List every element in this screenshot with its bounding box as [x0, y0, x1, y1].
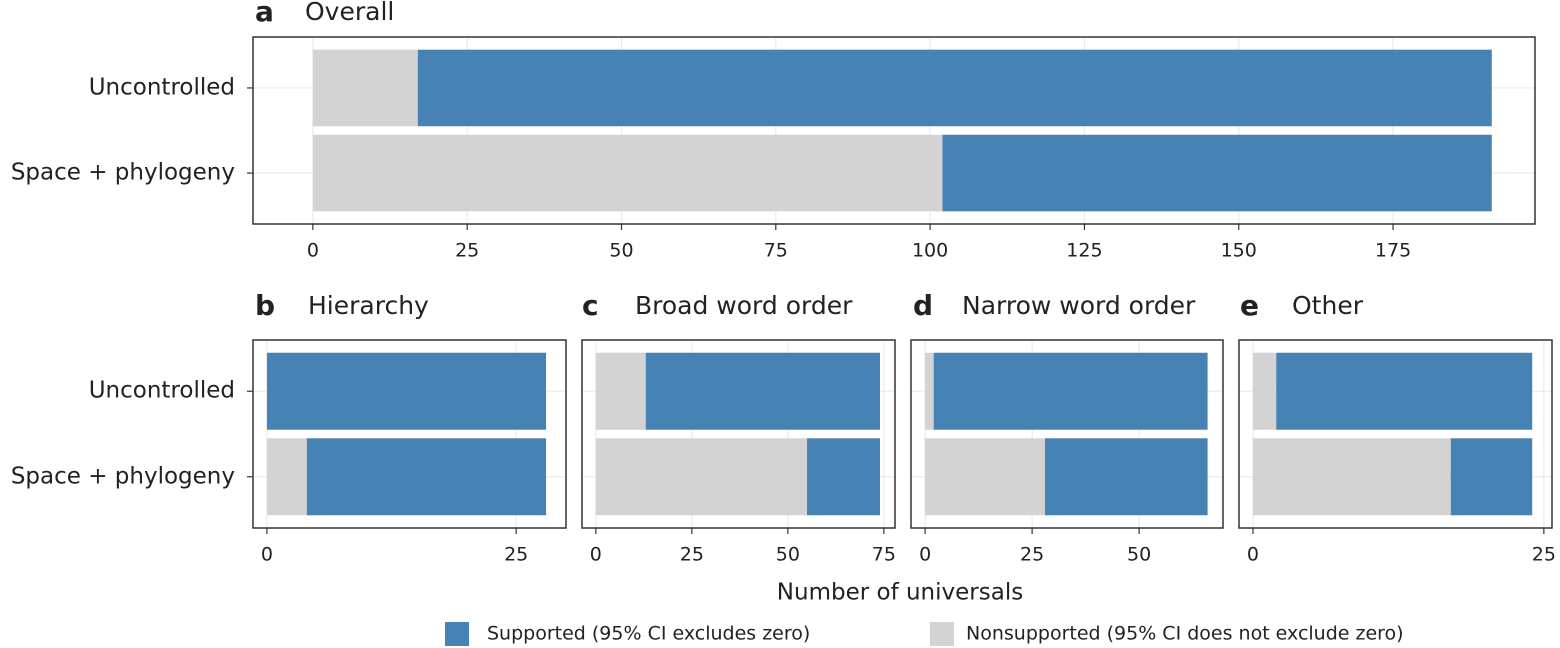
panel-title: Other [1292, 291, 1364, 320]
y-tick-label: Uncontrolled [89, 378, 235, 404]
panel-title: Narrow word order [962, 291, 1196, 320]
bar-segment [1276, 352, 1533, 430]
bar-segment [1252, 438, 1451, 516]
panel-border [581, 339, 896, 529]
panel-letter: e [1240, 289, 1259, 322]
bar-segment [925, 438, 1045, 516]
x-tick-label: 0 [307, 240, 319, 262]
panel-letter: c [582, 289, 599, 322]
x-tick-label: 25 [1020, 544, 1044, 566]
x-tick-label: 25 [680, 544, 704, 566]
bar-segment [595, 438, 808, 516]
x-tick-label: 50 [1127, 544, 1151, 566]
bar-segment [1450, 438, 1533, 516]
bar-segment [925, 352, 934, 430]
y-tick-label: Space + phylogeny [11, 463, 235, 489]
panel-title: Hierarchy [308, 291, 429, 320]
legend-label: Supported (95% CI excludes zero) [487, 623, 810, 645]
x-tick-label: 100 [912, 240, 948, 262]
legend-swatch [445, 622, 469, 646]
panel-border [1238, 339, 1553, 529]
panel-border [910, 339, 1224, 529]
bar-segment [266, 438, 307, 516]
panel-title: Overall [305, 0, 394, 26]
panel-letter: b [255, 289, 275, 322]
legend-swatch [930, 622, 954, 646]
x-tick-label: 50 [609, 240, 633, 262]
bar-segment [1252, 352, 1277, 430]
x-tick-label: 150 [1221, 240, 1257, 262]
x-tick-label: 0 [590, 544, 602, 566]
panel-letter: d [913, 289, 933, 322]
legend-label: Nonsupported (95% CI does not exclude ze… [966, 623, 1404, 645]
panel-title: Broad word order [635, 291, 853, 320]
bar-segment [417, 49, 1492, 127]
panel-letter: a [255, 0, 274, 28]
x-tick-label: 0 [1247, 544, 1259, 566]
y-tick-label: Uncontrolled [89, 74, 235, 100]
x-tick-label: 0 [919, 544, 931, 566]
bar-segment [1044, 438, 1208, 516]
x-tick-label: 175 [1375, 240, 1411, 262]
bar-segment [306, 438, 547, 516]
bar-segment [312, 134, 943, 212]
x-tick-label: 50 [776, 544, 800, 566]
x-tick-label: 25 [504, 544, 528, 566]
x-tick-label: 25 [455, 240, 479, 262]
x-tick-label: 125 [1066, 240, 1102, 262]
x-tick-label: 0 [261, 544, 273, 566]
panel-border [252, 36, 1536, 225]
bar-segment [807, 438, 881, 516]
bar-segment [266, 352, 547, 430]
x-tick-label: 25 [1532, 544, 1556, 566]
x-tick-label: 75 [764, 240, 788, 262]
y-tick-label: Space + phylogeny [11, 160, 235, 186]
bar-segment [595, 352, 646, 430]
bar-segment [942, 134, 1492, 212]
bar-segment [312, 49, 418, 127]
x-tick-label: 75 [872, 544, 896, 566]
x-axis-label: Number of universals [777, 580, 1023, 606]
bar-segment [933, 352, 1208, 430]
bar-segment [645, 352, 881, 430]
panel-border [252, 339, 567, 529]
